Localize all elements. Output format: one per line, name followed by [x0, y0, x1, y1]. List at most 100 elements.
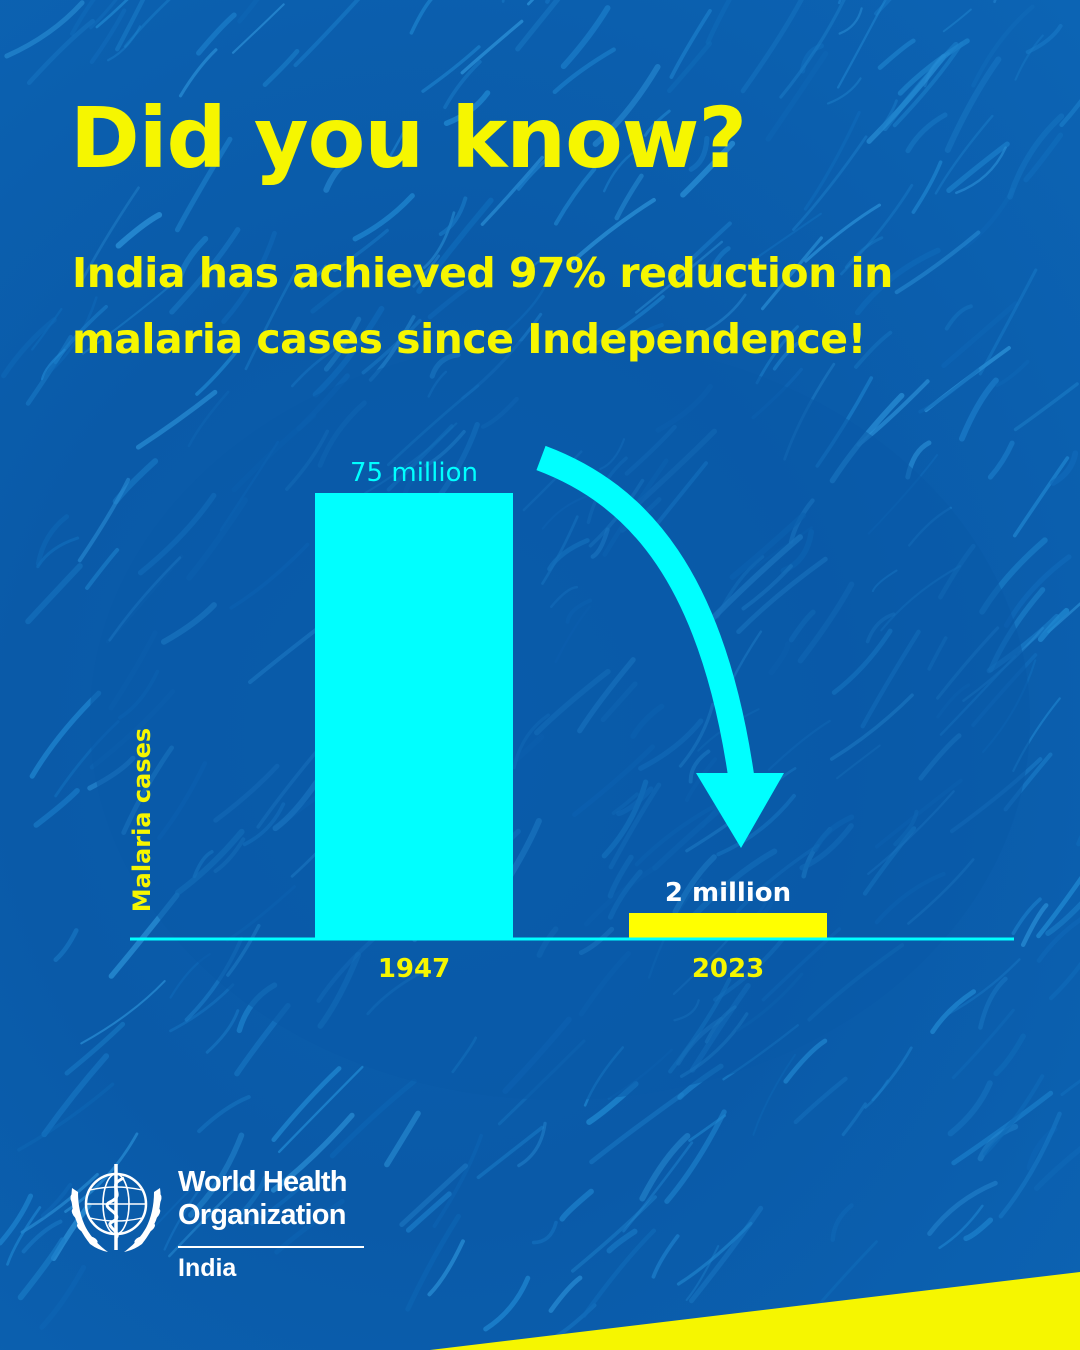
scribble-stroke: [515, 0, 561, 52]
scribble-stroke: [270, 1112, 355, 1193]
scribble-stroke: [894, 230, 981, 295]
who-emblem-icon: [70, 1164, 162, 1252]
scribble-stroke: [196, 12, 237, 56]
scribble-stroke: [1007, 113, 1065, 200]
scribble-stroke: [606, 1228, 638, 1254]
scribble-stroke: [874, 0, 892, 16]
scribble-stroke: [188, 1132, 245, 1218]
scribble-stroke: [531, 1220, 558, 1245]
scribble-stroke: [602, 145, 644, 193]
scribble-stroke: [460, 19, 524, 75]
scribble-stroke: [765, 50, 829, 142]
scribble-stroke: [740, 0, 804, 94]
scribble-stroke: [938, 1204, 984, 1250]
scribble-stroke: [923, 52, 950, 88]
scribble-stroke: [1036, 917, 1080, 963]
scribble-stroke: [329, 1078, 417, 1159]
scribble-stroke: [517, 150, 559, 191]
scribble-stroke: [39, 1264, 87, 1330]
scribble-stroke: [760, 236, 823, 311]
bar-2023: [629, 913, 827, 939]
scribble-stroke: [412, 254, 441, 288]
decline-arrow-icon: [536, 445, 754, 777]
scribble-stroke: [680, 140, 736, 198]
scribble-stroke: [792, 135, 868, 231]
scribble-stroke: [1011, 897, 1042, 936]
scribble-stroke: [998, 1111, 1062, 1219]
scribble-stroke: [667, 41, 713, 94]
x-tick-label-2023: 2023: [692, 954, 764, 984]
scribble-stroke: [163, 1183, 205, 1251]
scribble-stroke: [955, 146, 1007, 195]
scribble-stroke: [1, 317, 57, 379]
scribble-stroke: [826, 77, 862, 105]
scribble-stroke: [941, 301, 1018, 369]
scribble-stroke: [352, 193, 415, 242]
scribble-stroke: [803, 110, 861, 211]
scribble-stroke: [361, 318, 422, 375]
scribble-stroke: [25, 563, 83, 625]
scribble-stroke: [930, 989, 977, 1035]
scribble-stroke: [40, 1182, 73, 1218]
scribble-stroke: [866, 54, 947, 144]
scribble-stroke: [35, 514, 70, 567]
scribble-stroke: [17, 1082, 115, 1152]
scribble-stroke: [387, 125, 408, 160]
scribble-stroke: [480, 155, 544, 226]
scribble-stroke: [405, 1191, 452, 1233]
scribble-stroke: [995, 359, 1030, 387]
scribble-stroke: [559, 1188, 594, 1222]
scribble-stroke: [197, 1095, 251, 1134]
value-label-1947: 75 million: [350, 458, 478, 488]
scribble-stroke: [135, 389, 218, 450]
scribble-stroke: [947, 1080, 993, 1137]
x-tick-label-1947: 1947: [378, 954, 450, 984]
scribble-stroke: [40, 348, 66, 381]
scribble-stroke: [963, 187, 1015, 249]
bars-layer: [315, 493, 827, 939]
scribble-stroke: [927, 1180, 998, 1236]
scribble-stroke: [237, 0, 260, 24]
scribble-stroke: [310, 280, 351, 314]
scribble-stroke: [783, 1038, 828, 1084]
scribble-stroke: [552, 47, 616, 95]
scribble-stroke: [589, 1092, 685, 1165]
scribble-stroke: [438, 196, 468, 237]
scribble-stroke: [384, 1110, 421, 1168]
headline: Did you know?: [70, 89, 747, 187]
scribble-stroke: [963, 1217, 994, 1242]
scribble-stroke: [106, 25, 142, 62]
scribble-stroke: [89, 8, 127, 65]
subheadline-line-2: malaria cases since Independence!: [72, 315, 866, 363]
scribble-stroke: [421, 45, 481, 93]
y-axis-label: Malaria cases: [128, 728, 156, 912]
scribble-stroke: [1012, 456, 1070, 538]
scribble-stroke: [1050, 450, 1079, 486]
scribble-stroke: [31, 307, 63, 351]
country-name: India: [178, 1254, 237, 1282]
scribble-stroke: [443, 60, 482, 110]
scribble-stroke: [840, 183, 914, 276]
scribble-stroke: [249, 1177, 310, 1226]
scribble-stroke: [560, 5, 611, 70]
scribble-stroke: [427, 273, 486, 320]
value-label-2023: 2 million: [665, 878, 791, 908]
scribble-stroke: [977, 1123, 1019, 1162]
scribble-stroke: [830, 1203, 854, 1243]
scribble-stroke: [17, 1237, 66, 1301]
scribble-stroke: [70, 0, 96, 36]
scribble-stroke: [944, 56, 1002, 153]
scribble-stroke: [168, 1169, 255, 1258]
scribble-stroke: [978, 976, 1008, 1030]
scribble-stroke: [944, 958, 1021, 1017]
scribble-stroke: [634, 240, 724, 314]
scribble-stroke: [703, 246, 731, 289]
scribble-stroke: [804, 203, 881, 263]
scribble-stroke: [987, 440, 1015, 480]
scribble-stroke: [262, 48, 300, 87]
scribble-stroke: [793, 1076, 848, 1125]
scribble-stroke: [993, 1033, 1026, 1077]
scribble-stroke: [871, 1046, 913, 1102]
scribble-stroke: [123, 0, 171, 48]
scribble-stroke: [705, 0, 732, 45]
